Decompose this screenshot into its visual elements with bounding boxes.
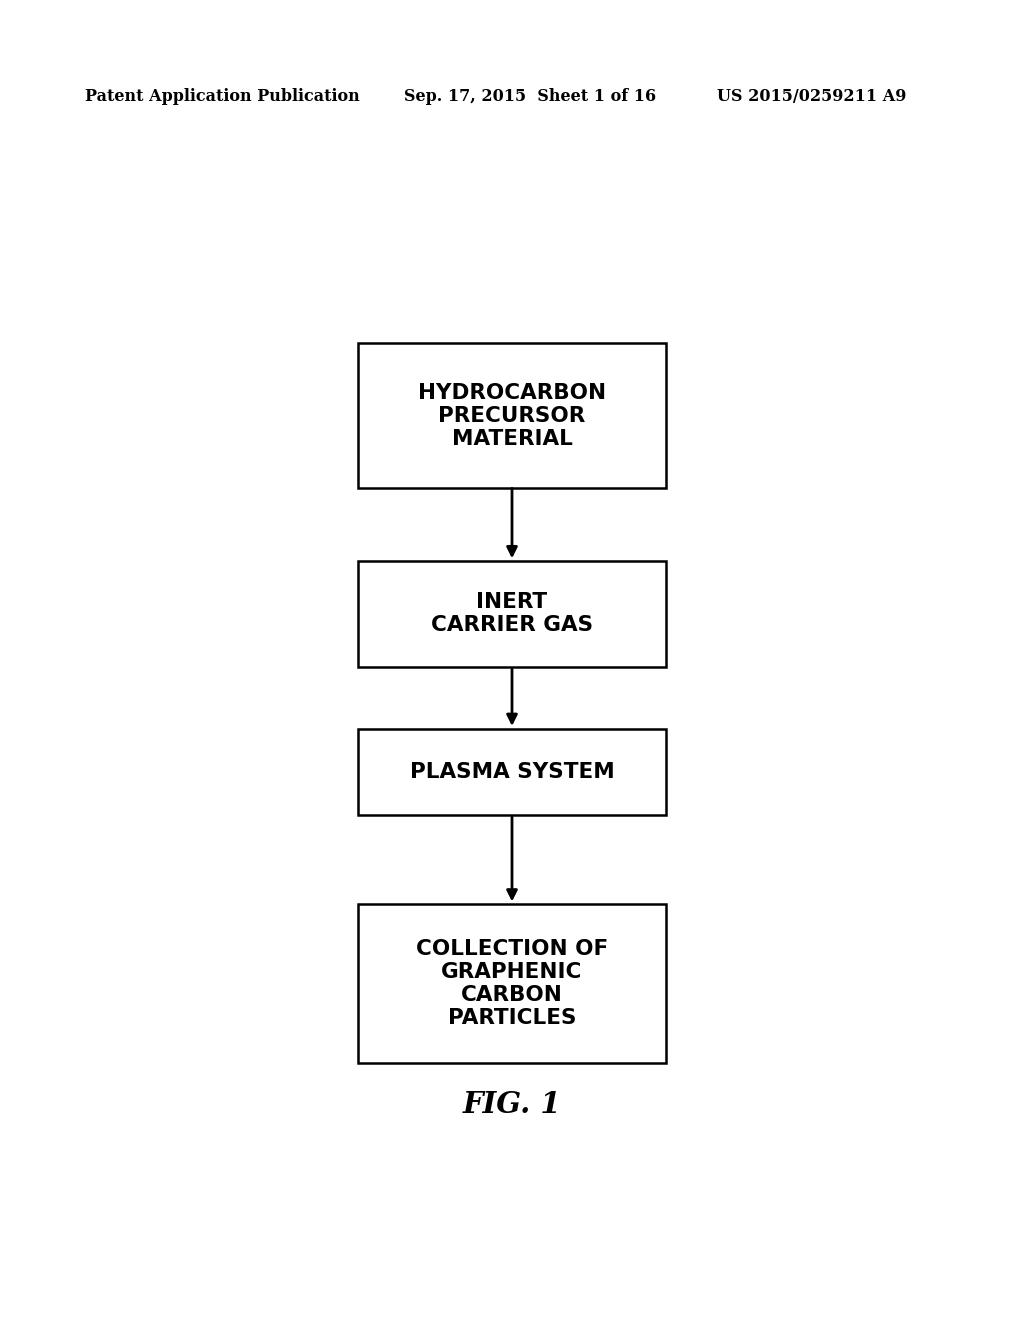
Text: HYDROCARBON
PRECURSOR
MATERIAL: HYDROCARBON PRECURSOR MATERIAL xyxy=(418,383,606,449)
Text: US 2015/0259211 A9: US 2015/0259211 A9 xyxy=(717,88,906,106)
Text: COLLECTION OF
GRAPHENIC
CARBON
PARTICLES: COLLECTION OF GRAPHENIC CARBON PARTICLES xyxy=(416,939,608,1028)
Text: Patent Application Publication: Patent Application Publication xyxy=(85,88,359,106)
Text: FIG. 1: FIG. 1 xyxy=(463,1090,561,1119)
Bar xyxy=(358,343,666,488)
Bar xyxy=(358,561,666,667)
Text: INERT
CARRIER GAS: INERT CARRIER GAS xyxy=(431,593,593,635)
Bar xyxy=(358,729,666,816)
Text: PLASMA SYSTEM: PLASMA SYSTEM xyxy=(410,762,614,783)
Bar xyxy=(358,904,666,1063)
Text: Sep. 17, 2015  Sheet 1 of 16: Sep. 17, 2015 Sheet 1 of 16 xyxy=(404,88,656,106)
